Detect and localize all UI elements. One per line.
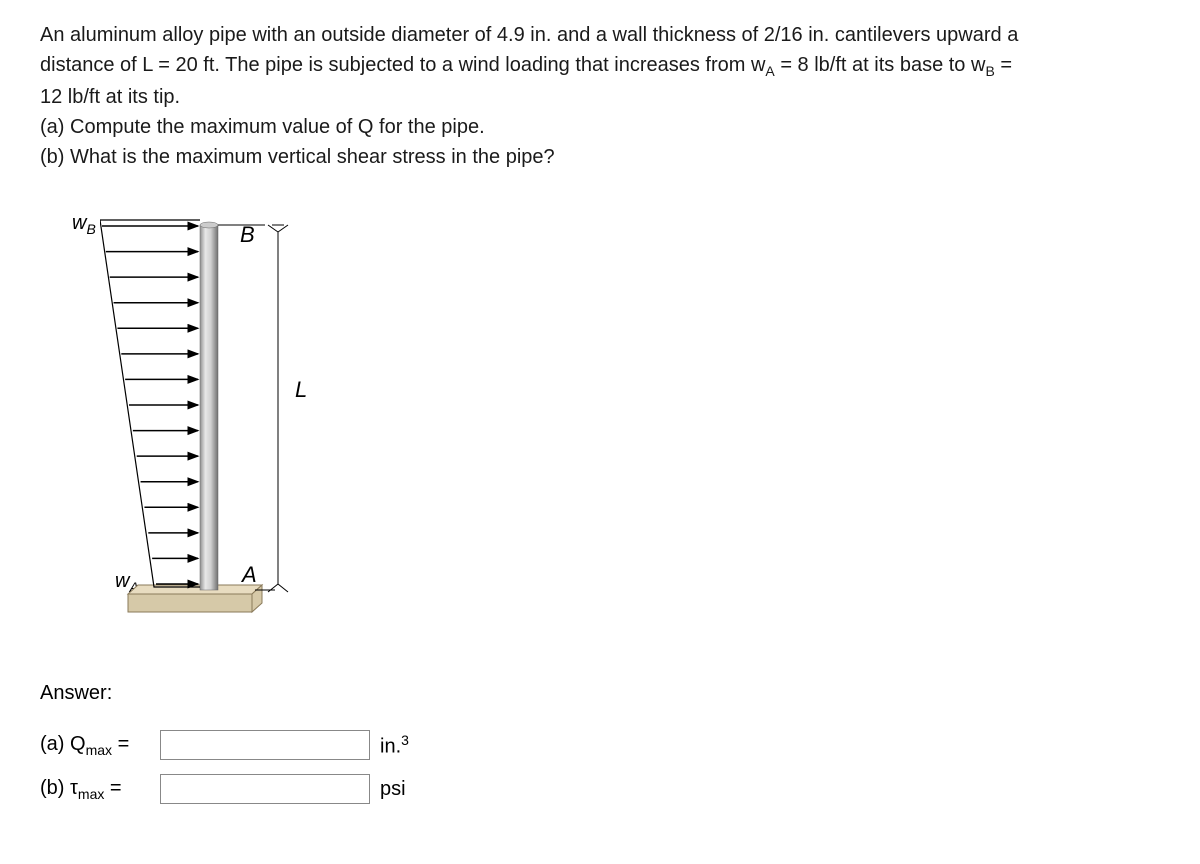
problem-line1: An aluminum alloy pipe with an outside d…: [40, 24, 1018, 46]
answer-row-b: (b) τmax = psi: [40, 774, 1160, 804]
problem-part-b: (b) What is the maximum vertical shear s…: [40, 142, 1160, 172]
a-unit: in.: [380, 735, 401, 757]
label-wb: wB: [72, 212, 96, 237]
problem-line2-post: =: [995, 54, 1012, 76]
answer-heading: Answer:: [40, 682, 1160, 705]
a-sub: max: [86, 742, 112, 758]
load-distribution: [100, 220, 200, 587]
dimension-l: [268, 225, 288, 592]
problem-line2-mid: = 8 lb/ft at its base to w: [775, 54, 986, 76]
a-unit-sup: 3: [401, 732, 409, 748]
answer-row-a: (a) Qmax = in.3: [40, 730, 1160, 760]
base-block: [128, 585, 262, 612]
problem-line3: 12 lb/ft at its tip.: [40, 86, 180, 108]
b-prefix: (b) τ: [40, 777, 78, 799]
load-arrows: [102, 226, 198, 584]
tmax-input[interactable]: [160, 774, 370, 804]
problem-line2-pre: distance of L = 20 ft. The pipe is subje…: [40, 54, 765, 76]
b-sub: max: [78, 786, 104, 802]
b-eq: =: [104, 777, 121, 799]
problem-part-a: (a) Compute the maximum value of Q for t…: [40, 112, 1160, 142]
answer-section: Answer: (a) Qmax = in.3 (b) τmax = psi: [40, 682, 1160, 804]
a-eq: =: [112, 733, 129, 755]
pipe: [200, 222, 218, 590]
problem-sub-b: B: [985, 63, 994, 79]
diagram-svg: [100, 212, 320, 622]
problem-statement: An aluminum alloy pipe with an outside d…: [40, 20, 1160, 172]
b-unit: psi: [380, 778, 406, 801]
qmax-input[interactable]: [160, 730, 370, 760]
a-prefix: (a) Q: [40, 733, 86, 755]
problem-sub-a: A: [765, 63, 774, 79]
diagram: wB wA B A L: [40, 212, 320, 632]
